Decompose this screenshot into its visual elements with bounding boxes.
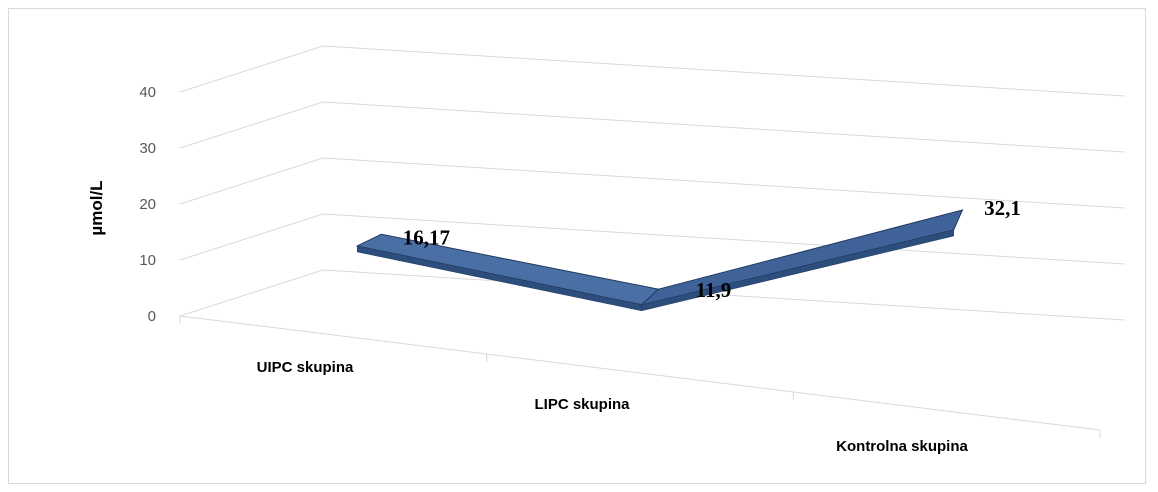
y-tick-20: 20 [139,196,156,213]
ribbon-front-1 [641,229,954,312]
series-ribbon [355,209,964,312]
y-tick-30: 30 [139,140,156,157]
y-axis-label: µmol/L [87,180,106,235]
gridline-20 [179,157,1126,209]
category-label-2: Kontrolna skupina [836,438,968,455]
y-tick-40: 40 [139,84,156,101]
gridline-30 [179,101,1126,153]
y-tick-0: 0 [148,308,156,325]
axes [179,315,1101,438]
category-label-1: LIPC skupina [534,396,630,413]
labels: 0 10 20 30 40 UIPC skupina LIPC skupina Kontrol… [139,84,1021,455]
x-axis-line [179,315,1101,431]
y-tick-10: 10 [139,252,156,269]
category-label-0: UIPC skupina [257,359,354,376]
data-label-1: 11,9 [696,278,732,302]
data-label-0: 16,17 [403,225,450,249]
grid-lines [179,45,1126,321]
ribbon-segment-1 [639,209,964,306]
gridline-10 [179,213,1126,265]
gridline-0 [179,269,1126,321]
chart-frame [8,8,1146,484]
gridline-40 [179,45,1126,97]
data-label-2: 32,1 [984,196,1021,220]
